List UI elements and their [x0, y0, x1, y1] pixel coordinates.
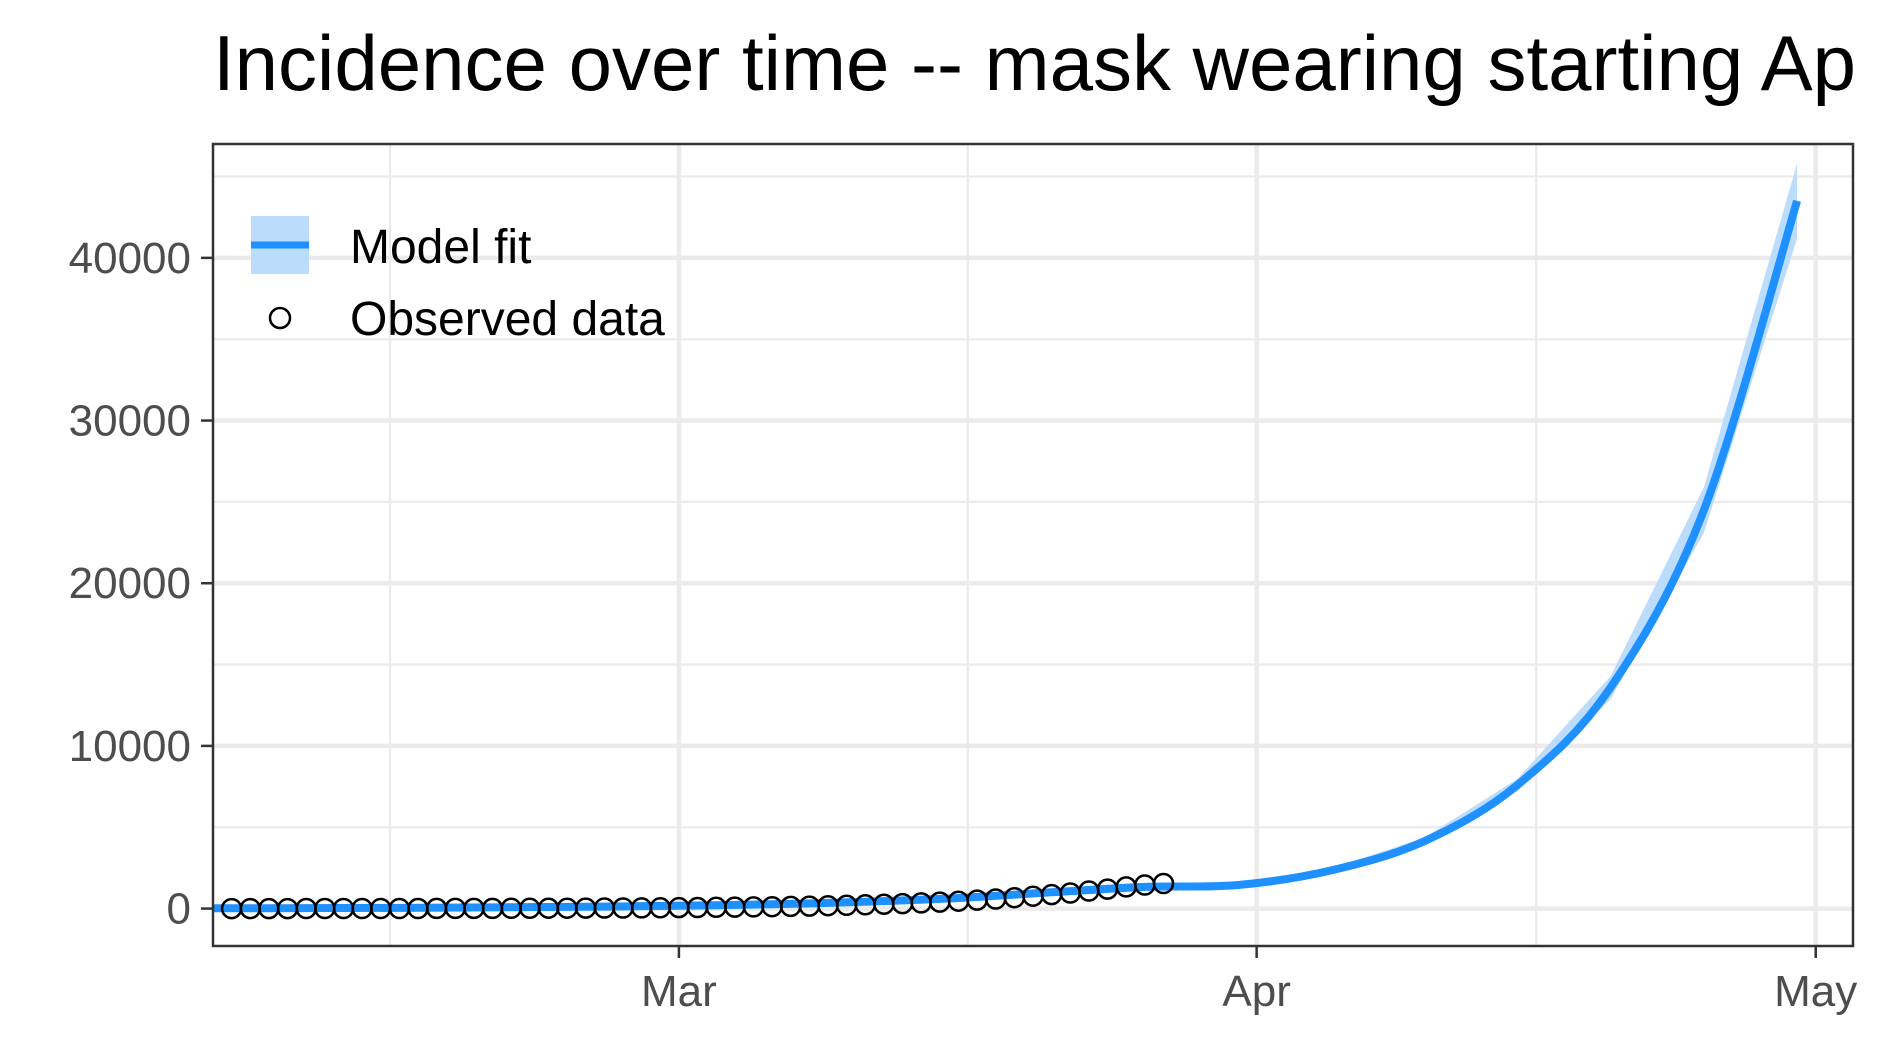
y-tick-label: 40000 [69, 234, 191, 283]
model-fit-ribbon [213, 163, 1798, 909]
legend: Model fit Observed data [251, 216, 665, 346]
y-tick-label: 10000 [69, 722, 191, 771]
x-tick-label: Mar [641, 967, 717, 1016]
x-tick-label: May [1774, 967, 1857, 1016]
observed-data-point [1152, 872, 1175, 895]
x-tick-label: Apr [1222, 967, 1290, 1016]
series-layer [212, 163, 1801, 920]
panel-border [211, 142, 1855, 948]
legend-label-model-fit: Model fit [350, 221, 531, 274]
y-tick-label: 0 [167, 885, 191, 934]
y-tick-label: 30000 [69, 397, 191, 446]
axes: 0 10000 20000 30000 40000 Mar Apr May [69, 234, 1858, 1016]
plot-area [211, 142, 1855, 948]
legend-label-observed-data: Observed data [350, 293, 665, 346]
y-tick-label: 20000 [69, 559, 191, 608]
legend-observed-data-marker [268, 306, 292, 330]
gridlines [213, 144, 1853, 946]
chart-title: Incidence over time -- mask wearing star… [213, 19, 1856, 107]
